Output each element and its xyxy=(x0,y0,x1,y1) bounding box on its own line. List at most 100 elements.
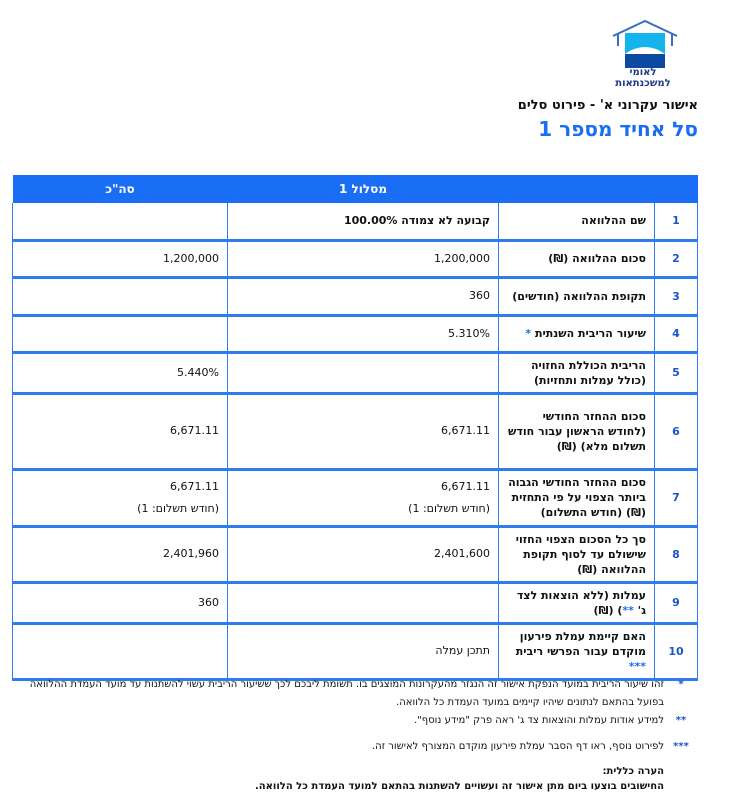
row-label: שיעור הריבית השנתית * xyxy=(498,315,655,354)
total-value xyxy=(12,203,228,242)
row-label-text: סך כל הסכום הצפוי החזוי שישולם עד לסוף ת… xyxy=(515,532,646,576)
footnote-mark: * xyxy=(525,327,532,340)
value-text: 6,671.11 xyxy=(170,479,219,493)
row-number: 9 xyxy=(654,582,698,625)
footnote-mark: * xyxy=(678,679,684,690)
footnote: *** לפירוט נוסף, ראו דף הסבר עמלת פירעון … xyxy=(28,738,698,756)
total-value: 360 xyxy=(12,582,228,625)
footnote: * זהו שיעור הריבית במועד הנפקת אישור זה ה… xyxy=(28,676,698,712)
footnote-mark: ** xyxy=(622,603,634,617)
general-note-title: הערה כללית: xyxy=(602,766,664,777)
route-value: תתכן עמלה xyxy=(227,623,499,681)
route-value xyxy=(227,582,499,625)
page-title: סל אחיד מספר 1 xyxy=(538,117,698,141)
route-value: קבועה לא צמודה 100.00% xyxy=(227,203,499,242)
header-total: סה"כ xyxy=(12,175,228,203)
row-label: סך כל הסכום הצפוי החזוי שישולם עד לסוף ת… xyxy=(498,526,655,584)
row-number: 4 xyxy=(654,315,698,354)
value-text: 1,200,000 xyxy=(434,251,490,265)
table-row: 10 האם קיימת עמלת פירעון מוקדם עבור הפרשי… xyxy=(12,623,698,681)
footnote-text: זהו שיעור הריבית במועד הנפקת אישור זה הנ… xyxy=(29,679,664,708)
footnote-text: למידע אודות עמלות והוצאות צד ג' ראה פרק … xyxy=(414,715,664,726)
page-subtitle: אישור עקרוני א' - פירוט סלים xyxy=(517,98,698,113)
row-label: שם ההלוואה xyxy=(498,203,655,242)
route-value xyxy=(227,352,499,395)
row-number: 6 xyxy=(654,393,698,471)
total-value: 6,671.11 (חודש תשלום: 1) xyxy=(12,469,228,528)
value-text: 1,200,000 xyxy=(163,251,219,265)
row-label-text: תקופת ההלוואה (חודשים) xyxy=(512,289,646,303)
row-label: האם קיימת עמלת פירעון מוקדם עבור הפרשי ר… xyxy=(498,623,655,681)
row-label: תקופת ההלוואה (חודשים) xyxy=(498,277,655,317)
value-subtext: (חודש תשלום: 1) xyxy=(408,501,490,515)
footnote-mark: ** xyxy=(675,715,687,726)
row-label-text: סכום ההלוואה (₪) xyxy=(548,252,646,265)
value-text: 5.440% xyxy=(177,365,219,379)
table-row: 6 סכום ההחזר החודשי (לחודש הראשון עבור חו… xyxy=(12,393,698,471)
route-value: 5.310% xyxy=(227,315,499,354)
header-route: מסלול 1 xyxy=(227,175,499,203)
value-text: 360 xyxy=(198,595,219,609)
row-label-text: האם קיימת עמלת פירעון מוקדם עבור הפרשי ר… xyxy=(515,629,646,658)
row-label: עמלות (ללא הוצאות לצד ג' **) (₪) xyxy=(498,582,655,625)
value-text: 360 xyxy=(469,289,490,302)
general-note: הערה כללית: החישובים בוצעו ביום מתן אישו… xyxy=(28,764,664,794)
footnote-mark: *** xyxy=(628,659,646,673)
footnotes: * זהו שיעור הריבית במועד הנפקת אישור זה ה… xyxy=(28,676,698,794)
route-value: 6,671.11 (חודש תשלום: 1) xyxy=(227,469,499,528)
table-row: 7 סכום ההחזר החודשי הגבוה ביותר הצפוי על … xyxy=(12,469,698,528)
row-label-text: הריבית הכוללת החזויה (כולל עמלות ותחזיות… xyxy=(530,358,646,387)
route-value: 360 xyxy=(227,277,499,317)
table-row: 5 הריבית הכוללת החזויה (כולל עמלות ותחזיו… xyxy=(12,352,698,395)
table-row: 1 שם ההלוואה קבועה לא צמודה 100.00% xyxy=(12,203,698,242)
total-value: 6,671.11 xyxy=(12,393,228,471)
footnote: ** למידע אודות עמלות והוצאות צד ג' ראה פר… xyxy=(28,712,698,730)
table-row: 8 סך כל הסכום הצפוי החזוי שישולם עד לסוף … xyxy=(12,526,698,584)
route-value: 2,401,600 xyxy=(227,526,499,584)
row-label-tail: ) (₪) xyxy=(593,603,623,617)
table-row: 3 תקופת ההלוואה (חודשים) 360 xyxy=(12,277,698,317)
logo-text: לאומי למשכנתאות xyxy=(615,67,671,89)
value-text: תתכן עמלה xyxy=(435,644,490,657)
value-text: 2,401,960 xyxy=(163,547,219,560)
value-subtext: (חודש תשלום: 1) xyxy=(137,501,219,515)
total-value: 1,200,000 xyxy=(12,240,228,279)
row-number: 3 xyxy=(654,277,698,317)
footnote-mark: *** xyxy=(673,741,689,752)
value-text: 6,671.11 xyxy=(441,479,490,493)
row-label-text: שיעור הריבית השנתית xyxy=(535,327,646,340)
header-spacer xyxy=(498,175,698,203)
row-number: 10 xyxy=(654,623,698,681)
row-label: סכום ההלוואה (₪) xyxy=(498,240,655,279)
logo-house-icon xyxy=(612,19,678,68)
row-number: 1 xyxy=(654,203,698,242)
table-row: 9 עמלות (ללא הוצאות לצד ג' **) (₪) 360 xyxy=(12,582,698,625)
route-value: 6,671.11 xyxy=(227,393,499,471)
value-text: 5.310% xyxy=(448,326,490,340)
row-number: 2 xyxy=(654,240,698,279)
value-text: 6,671.11 xyxy=(441,424,490,437)
table-row: 4 שיעור הריבית השנתית * 5.310% xyxy=(12,315,698,354)
value-text: 2,401,600 xyxy=(434,547,490,560)
row-number: 8 xyxy=(654,526,698,584)
general-note-text: החישובים בוצעו ביום מתן אישור זה ועשויים… xyxy=(254,781,664,792)
total-value: 2,401,960 xyxy=(12,526,228,584)
total-value xyxy=(12,315,228,354)
row-number: 5 xyxy=(654,352,698,395)
footnote-text: לפירוט נוסף, ראו דף הסבר עמלת פירעון מוק… xyxy=(371,741,664,752)
row-number: 7 xyxy=(654,469,698,528)
total-value xyxy=(12,623,228,681)
total-value: 5.440% xyxy=(12,352,228,395)
table-row: 2 סכום ההלוואה (₪) 1,200,000 1,200,000 xyxy=(12,240,698,279)
value-text: קבועה לא צמודה 100.00% xyxy=(343,213,490,227)
value-text: 6,671.11 xyxy=(170,424,219,437)
route-value: 1,200,000 xyxy=(227,240,499,279)
row-label-text: סכום ההחזר החודשי (לחודש הראשון עבור חוד… xyxy=(508,409,646,453)
row-label-text: סכום ההחזר החודשי הגבוה ביותר הצפוי על פ… xyxy=(508,476,646,519)
loan-table: מסלול 1 סה"כ 1 שם ההלוואה קבועה לא צמודה 1… xyxy=(12,175,698,681)
row-label-text: שם ההלוואה xyxy=(581,214,646,228)
row-label: הריבית הכוללת החזויה (כולל עמלות ותחזיות… xyxy=(498,352,655,395)
row-label: סכום ההחזר החודשי הגבוה ביותר הצפוי על פ… xyxy=(498,469,655,528)
row-label: סכום ההחזר החודשי (לחודש הראשון עבור חוד… xyxy=(498,393,655,471)
row-label-text: עמלות (ללא הוצאות לצד ג' xyxy=(516,588,646,617)
